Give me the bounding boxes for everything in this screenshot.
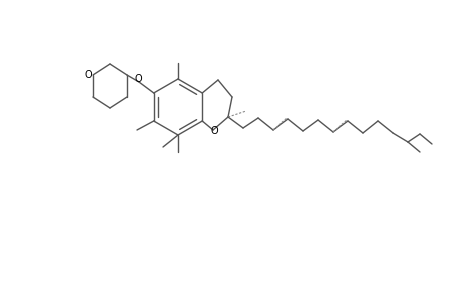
Text: O: O: [210, 126, 218, 136]
Text: O: O: [134, 74, 141, 84]
Text: O: O: [84, 70, 92, 80]
